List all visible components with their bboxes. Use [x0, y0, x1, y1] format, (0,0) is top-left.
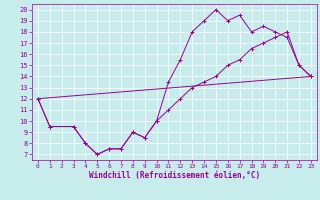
X-axis label: Windchill (Refroidissement éolien,°C): Windchill (Refroidissement éolien,°C): [89, 171, 260, 180]
